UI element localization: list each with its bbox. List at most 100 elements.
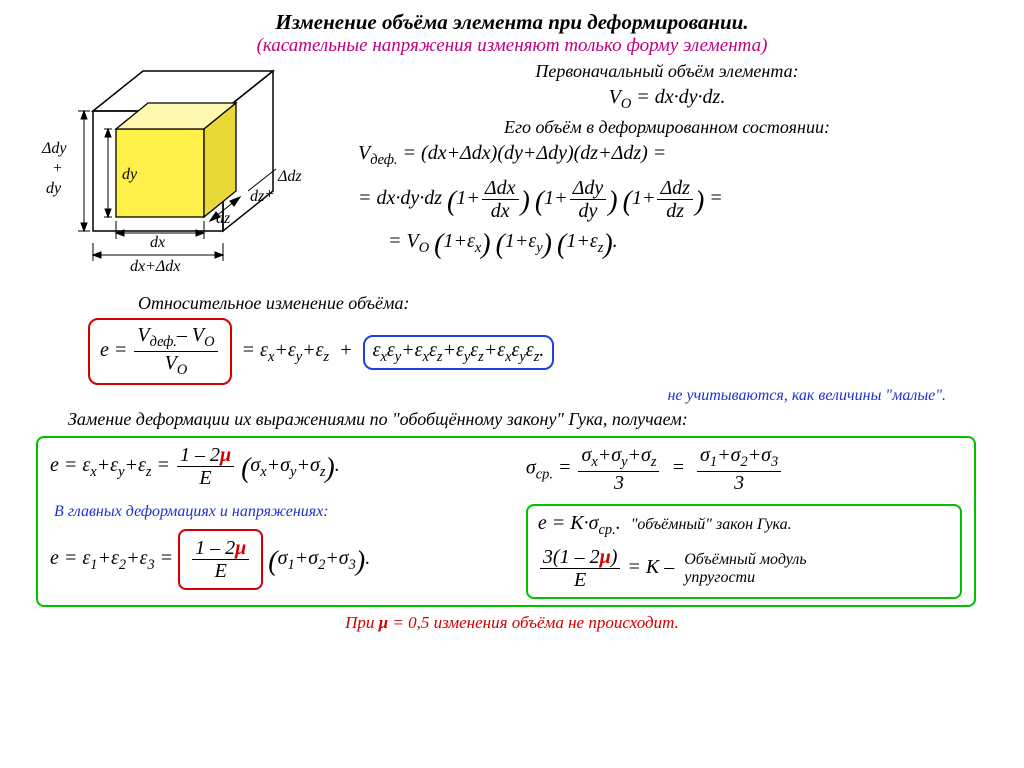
cube-diagram: dy dx dx+Δdx dz dz Δdz + Δdy + dy bbox=[18, 61, 328, 291]
bulk-note: Объёмный модульупругости bbox=[684, 551, 806, 586]
f1d: dx bbox=[482, 200, 519, 222]
t1: ε bbox=[373, 339, 381, 361]
fin2: = 0,5 изменения объёма не происходит. bbox=[388, 613, 679, 632]
mu2: μ bbox=[235, 537, 246, 559]
sect-principal: В главных деформациях и напряжениях: bbox=[54, 503, 508, 521]
lbl-dz: dz bbox=[216, 210, 231, 227]
th1: 3 bbox=[578, 472, 659, 494]
ex: ε bbox=[260, 339, 268, 361]
v0-rest: = dx·dy·dz. bbox=[631, 86, 725, 108]
om2: 1 – 2 bbox=[195, 537, 235, 559]
eq-vdef2: = dx·dy·dz (1+Δdxdx) (1+Δdydy) (1+Δdzdz)… bbox=[358, 177, 1006, 222]
s1: σ bbox=[278, 547, 288, 569]
f1n: Δdx bbox=[482, 177, 519, 200]
om3: 1 – 2 bbox=[560, 546, 600, 568]
red-box-frac: 1 – 2μE bbox=[178, 529, 263, 590]
scp2: σ bbox=[589, 512, 599, 534]
eps-x: ε bbox=[467, 230, 475, 252]
small-terms-box: εxεy+εxεz+εyεz+εxεyεz. bbox=[363, 335, 555, 370]
eq-sigma-cp: σср. = σx+σy+σz3 = σ1+σ2+σ33 bbox=[526, 444, 962, 494]
note-small: не учитываются, как величины "малые". bbox=[18, 387, 946, 405]
hooke-note: "объёмный" закон Гука. bbox=[631, 516, 792, 533]
sect-initial-vol: Первоначальный объём элемента: bbox=[328, 61, 1006, 82]
final-note: При μ = 0,5 изменения объёма не происход… bbox=[18, 613, 1006, 633]
t9: ε bbox=[526, 339, 534, 361]
f2n: Δdy bbox=[570, 177, 607, 200]
inner-green-box: e = K·σср.. "объёмный" закон Гука. 3(1 –… bbox=[526, 504, 962, 600]
vdef-line2a: = dx·dy·dz bbox=[358, 187, 447, 209]
t5: ε bbox=[456, 339, 464, 361]
mu1: μ bbox=[220, 444, 231, 466]
e2: e bbox=[50, 454, 59, 476]
right-column: Первоначальный объём элемента: VO = dx·d… bbox=[328, 61, 1006, 264]
e3: e bbox=[50, 547, 59, 569]
f3d: dz bbox=[657, 200, 693, 222]
szz: σ bbox=[641, 444, 651, 466]
om1: 1 – 2 bbox=[180, 444, 220, 466]
eq-e-def: e = Vдеф.– VO VO = εx+εy+εz + εxεy+εxεz+… bbox=[88, 318, 1006, 385]
e-box-red: e = Vдеф.– VO VO bbox=[88, 318, 232, 385]
green-box: e = εx+εy+εz = 1 – 2μE (σx+σy+σz). В гла… bbox=[36, 436, 976, 608]
vdef-line1: = (dx+Δdx)(dy+Δdy)(dz+Δdz) = bbox=[403, 142, 667, 164]
sy: σ bbox=[280, 454, 290, 476]
sp3: σ bbox=[761, 444, 771, 466]
eq-hooke-vol: e = K·σср.. "объёмный" закон Гука. bbox=[538, 512, 950, 539]
f2d: dy bbox=[570, 200, 607, 222]
scp: σ bbox=[526, 456, 536, 478]
top-row: dy dx dx+Δdx dz dz Δdz + Δdy + dy Первон… bbox=[18, 61, 1006, 291]
E3: E bbox=[540, 569, 620, 591]
E2: E bbox=[192, 560, 249, 582]
lbl-dx: dx bbox=[150, 234, 165, 251]
v0line: = V bbox=[388, 230, 419, 252]
v0-sym: V bbox=[609, 86, 621, 108]
eps-z: ε bbox=[590, 230, 598, 252]
eq-bulk-k: 3(1 – 2μ)E = K – Объёмный модульупругост… bbox=[538, 546, 950, 591]
eq-vdef3: = VO (1+εx) (1+εy) (1+εz). bbox=[388, 230, 1006, 261]
cpsub: ср. bbox=[536, 466, 553, 482]
sx: σ bbox=[250, 454, 260, 476]
K2: K bbox=[646, 556, 659, 578]
vdef-sub: деф. bbox=[370, 152, 397, 168]
s3: σ bbox=[339, 547, 349, 569]
sxx: σ bbox=[581, 444, 591, 466]
syy: σ bbox=[611, 444, 621, 466]
lbl-dy: dy bbox=[122, 166, 138, 183]
page-title: Изменение объёма элемента при деформиров… bbox=[18, 10, 1006, 35]
t6: ε bbox=[470, 339, 478, 361]
page-subtitle: (касательные напряжения изменяют только … bbox=[18, 35, 1006, 57]
lbl-ddx: dx+Δdx bbox=[130, 258, 180, 275]
t4: ε bbox=[429, 339, 437, 361]
ez2: ε bbox=[138, 454, 146, 476]
cpsub2: ср. bbox=[599, 522, 616, 538]
t3: ε bbox=[415, 339, 423, 361]
lbl-ddy3: dy bbox=[46, 180, 62, 197]
lbl-dz2: dz bbox=[250, 188, 265, 205]
e32: ε bbox=[111, 547, 119, 569]
eq-v0: VO = dx·dy·dz. bbox=[328, 86, 1006, 113]
eq-e-sigma: e = εx+εy+εz = 1 – 2μE (σx+σy+σz). bbox=[50, 444, 508, 489]
mu4: μ bbox=[379, 613, 388, 632]
sect-deformed-vol: Его объём в деформированном состоянии: bbox=[328, 117, 1006, 138]
fm: – V bbox=[177, 324, 204, 346]
eq-e-principal: e = ε1+ε2+ε3 = 1 – 2μE (σ1+σ2+σ3). bbox=[50, 529, 508, 590]
s2: σ bbox=[308, 547, 318, 569]
fin1: При bbox=[345, 613, 379, 632]
ey2: ε bbox=[110, 454, 118, 476]
t2: ε bbox=[387, 339, 395, 361]
eq-vdef1: Vдеф. = (dx+Δdx)(dy+Δdy)(dz+Δdz) = bbox=[358, 142, 1006, 169]
sp1: σ bbox=[700, 444, 710, 466]
fb: V bbox=[165, 352, 177, 374]
tp: 3 bbox=[543, 546, 553, 568]
f3n: Δdz bbox=[657, 177, 693, 200]
ey: ε bbox=[288, 339, 296, 361]
sect-hooke: Замение деформации их выражениями по "об… bbox=[68, 409, 1006, 430]
t7: ε bbox=[497, 339, 505, 361]
sect-rel-change: Относительное изменение объёма: bbox=[138, 293, 1006, 314]
lbl-ddy2: + bbox=[52, 160, 63, 177]
cube-svg: dy dx dx+Δdx dz dz Δdz + Δdy + dy bbox=[18, 61, 328, 291]
E1: E bbox=[177, 467, 234, 489]
fts: деф. bbox=[150, 334, 177, 350]
lbl-ddy1: Δdy bbox=[41, 140, 67, 157]
ez: ε bbox=[316, 339, 324, 361]
mu3: μ bbox=[600, 546, 611, 568]
